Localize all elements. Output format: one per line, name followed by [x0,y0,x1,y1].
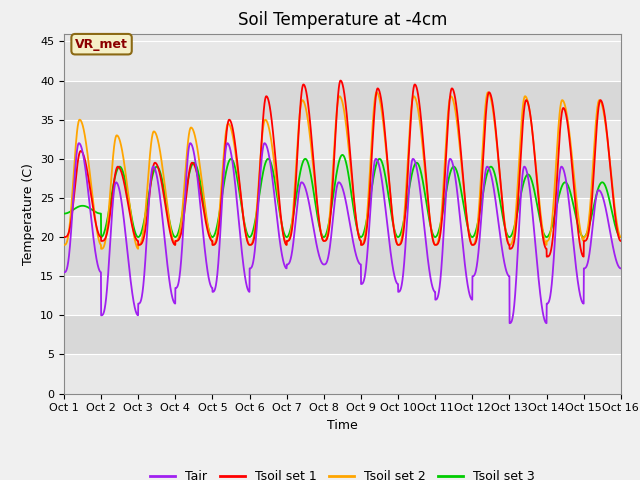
Bar [64,237,621,276]
Bar [64,81,621,120]
Bar [64,159,621,198]
X-axis label: Time: Time [327,419,358,432]
Text: VR_met: VR_met [75,38,128,51]
Bar [64,315,621,354]
Y-axis label: Temperature (C): Temperature (C) [22,163,35,264]
Title: Soil Temperature at -4cm: Soil Temperature at -4cm [237,11,447,29]
Legend: Tair, Tsoil set 1, Tsoil set 2, Tsoil set 3: Tair, Tsoil set 1, Tsoil set 2, Tsoil se… [145,465,540,480]
